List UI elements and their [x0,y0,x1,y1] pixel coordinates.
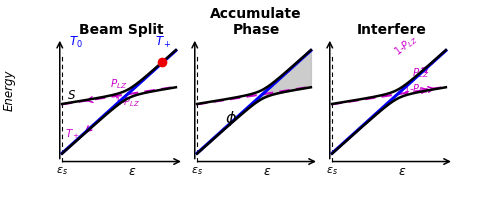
Text: $1$-$P_{LZ}$: $1$-$P_{LZ}$ [114,95,140,109]
Text: $\varepsilon$: $\varepsilon$ [264,164,272,177]
Text: Energy: Energy [2,69,16,110]
Text: $\varepsilon_s$: $\varepsilon_s$ [326,164,338,176]
Text: $1$-$P_{LZ}$: $1$-$P_{LZ}$ [402,82,429,96]
Text: $S$: $S$ [66,89,76,102]
Text: $\varepsilon_s$: $\varepsilon_s$ [191,164,203,176]
Text: $T_0$: $T_0$ [69,34,82,50]
Text: $P_{LZ}$: $P_{LZ}$ [110,76,128,90]
Text: $\varepsilon$: $\varepsilon$ [128,164,137,177]
Text: $\phi$: $\phi$ [225,108,237,127]
Title: Interfere: Interfere [356,23,426,37]
Text: $1$-$P_{LZ}$: $1$-$P_{LZ}$ [391,32,420,59]
Text: $\varepsilon$: $\varepsilon$ [398,164,407,177]
Text: $T_+$: $T_+$ [156,34,172,50]
Text: $\varepsilon_s$: $\varepsilon_s$ [56,164,68,176]
Text: $P_{LZ}$: $P_{LZ}$ [412,66,429,79]
Title: Accumulate
Phase: Accumulate Phase [210,7,302,37]
Text: $T_+$: $T_+$ [66,127,80,141]
Title: Beam Split: Beam Split [79,23,164,37]
